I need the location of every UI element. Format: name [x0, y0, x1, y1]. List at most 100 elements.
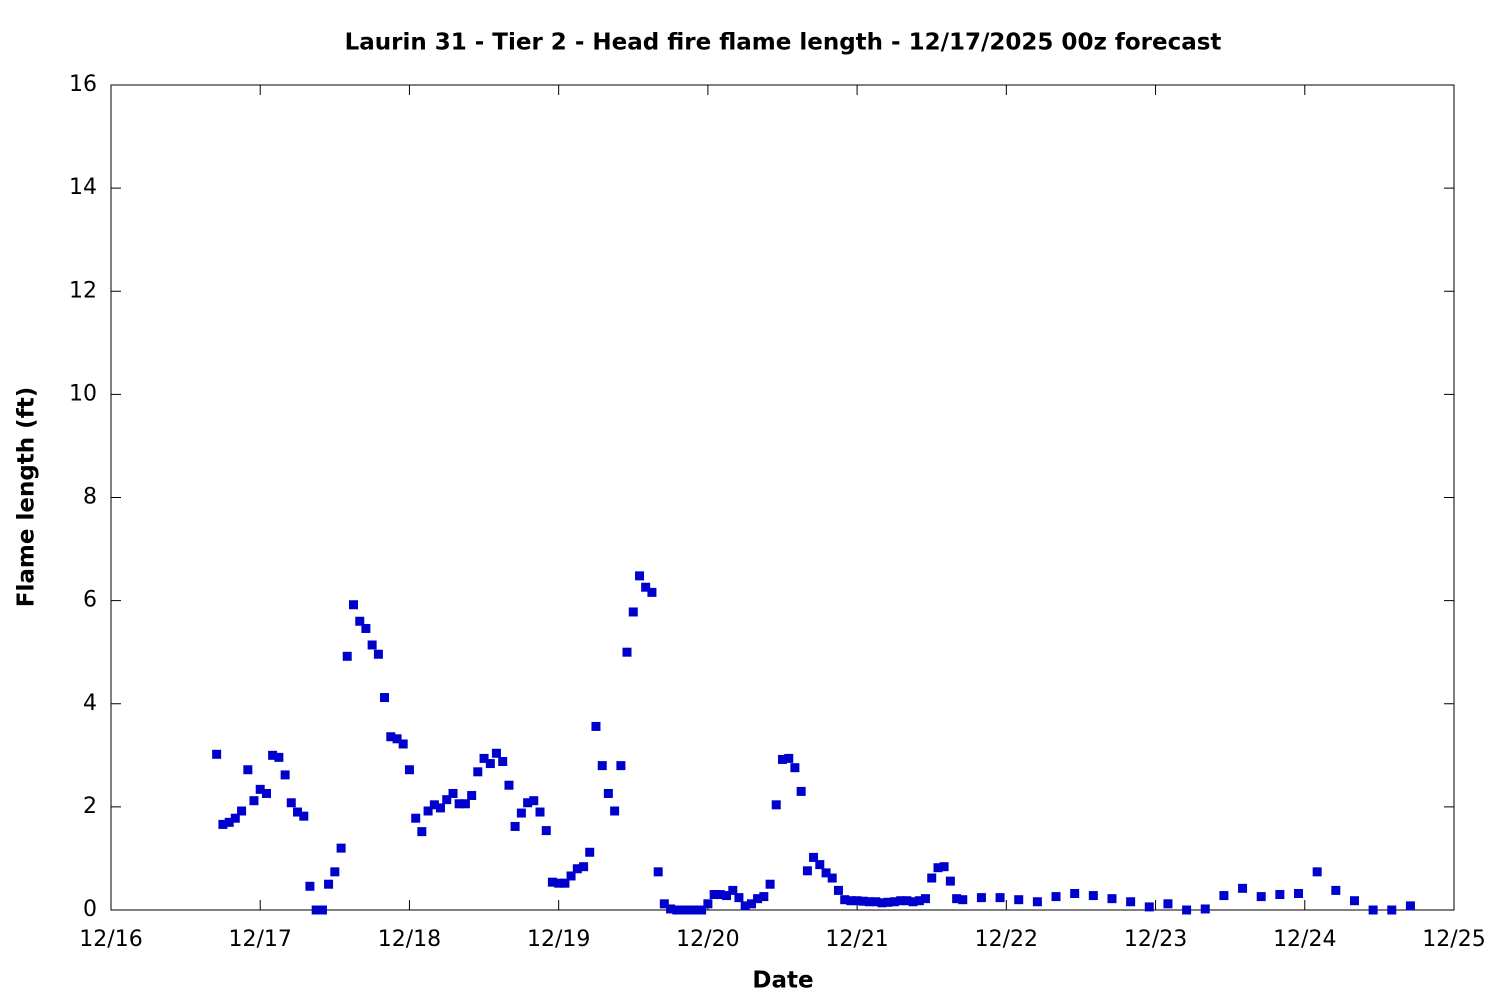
point	[1051, 892, 1061, 902]
point	[268, 750, 278, 760]
point	[902, 896, 912, 906]
point	[641, 582, 651, 592]
point	[1088, 891, 1098, 901]
point	[920, 894, 930, 904]
point	[317, 905, 327, 915]
point	[672, 905, 682, 915]
point	[697, 905, 707, 915]
point	[299, 811, 309, 821]
point	[566, 871, 576, 881]
point	[479, 753, 489, 763]
point	[933, 863, 943, 873]
point	[833, 885, 843, 895]
point	[827, 873, 837, 883]
point	[280, 770, 290, 780]
chart-title: Laurin 31 - Tier 2 - Head fire flame len…	[345, 30, 1222, 56]
point	[423, 806, 433, 816]
point	[691, 905, 701, 915]
point	[715, 890, 725, 900]
point	[846, 896, 856, 906]
point	[1163, 899, 1173, 909]
point	[579, 862, 589, 872]
point	[759, 892, 769, 902]
point	[753, 894, 763, 904]
point	[404, 765, 414, 775]
point	[585, 847, 595, 857]
point	[249, 796, 259, 806]
point	[1331, 885, 1341, 895]
point	[678, 905, 688, 915]
point	[1368, 905, 1378, 915]
point	[1070, 889, 1080, 898]
point	[218, 819, 228, 829]
point	[740, 901, 750, 911]
point	[1014, 895, 1024, 905]
point	[703, 899, 713, 909]
point	[1387, 905, 1397, 915]
point	[1312, 867, 1322, 877]
point	[666, 904, 676, 914]
point	[392, 734, 402, 744]
point	[1126, 897, 1136, 907]
point	[684, 905, 694, 915]
point	[802, 866, 812, 876]
point	[504, 780, 514, 790]
point	[417, 827, 427, 837]
point	[355, 616, 365, 626]
point	[348, 600, 358, 610]
point	[473, 767, 483, 777]
point	[728, 885, 738, 895]
point	[1275, 890, 1285, 900]
point	[212, 749, 222, 759]
point	[1219, 891, 1229, 901]
point	[529, 796, 539, 806]
x-tick-label: 12/25	[1422, 927, 1485, 952]
point	[435, 803, 445, 813]
point	[778, 754, 787, 764]
point	[442, 795, 452, 805]
point	[554, 878, 564, 888]
point	[952, 894, 962, 904]
point	[255, 784, 265, 794]
point	[467, 791, 477, 801]
plot-frame	[110, 84, 1455, 911]
point	[547, 877, 557, 887]
point	[597, 761, 607, 771]
point	[448, 788, 458, 798]
point	[896, 896, 906, 906]
x-tick-label: 12/20	[676, 927, 739, 952]
point	[454, 799, 464, 809]
point	[603, 788, 613, 798]
point	[659, 899, 669, 909]
point	[796, 786, 806, 796]
y-tick-label: 12	[69, 278, 97, 303]
y-tick-label: 2	[83, 794, 97, 819]
y-tick-label: 14	[69, 175, 97, 200]
point	[510, 821, 520, 831]
point	[367, 640, 377, 650]
point	[976, 893, 986, 903]
point	[237, 806, 247, 816]
point	[746, 899, 756, 909]
point	[722, 891, 732, 901]
point	[373, 649, 383, 659]
point	[1144, 902, 1154, 912]
x-tick-label: 12/21	[825, 927, 888, 952]
y-axis-label: Flame length (ft)	[14, 387, 40, 607]
point	[628, 607, 638, 617]
point	[516, 808, 526, 818]
point	[927, 873, 937, 883]
point	[523, 798, 533, 808]
point	[995, 893, 1005, 903]
point	[622, 647, 632, 657]
point	[790, 763, 800, 773]
point	[1032, 897, 1042, 907]
point	[498, 757, 508, 766]
point	[460, 799, 470, 809]
point	[491, 748, 501, 758]
y-tick-label: 16	[69, 72, 97, 97]
point	[336, 843, 346, 853]
point	[293, 807, 303, 817]
point	[342, 651, 352, 661]
